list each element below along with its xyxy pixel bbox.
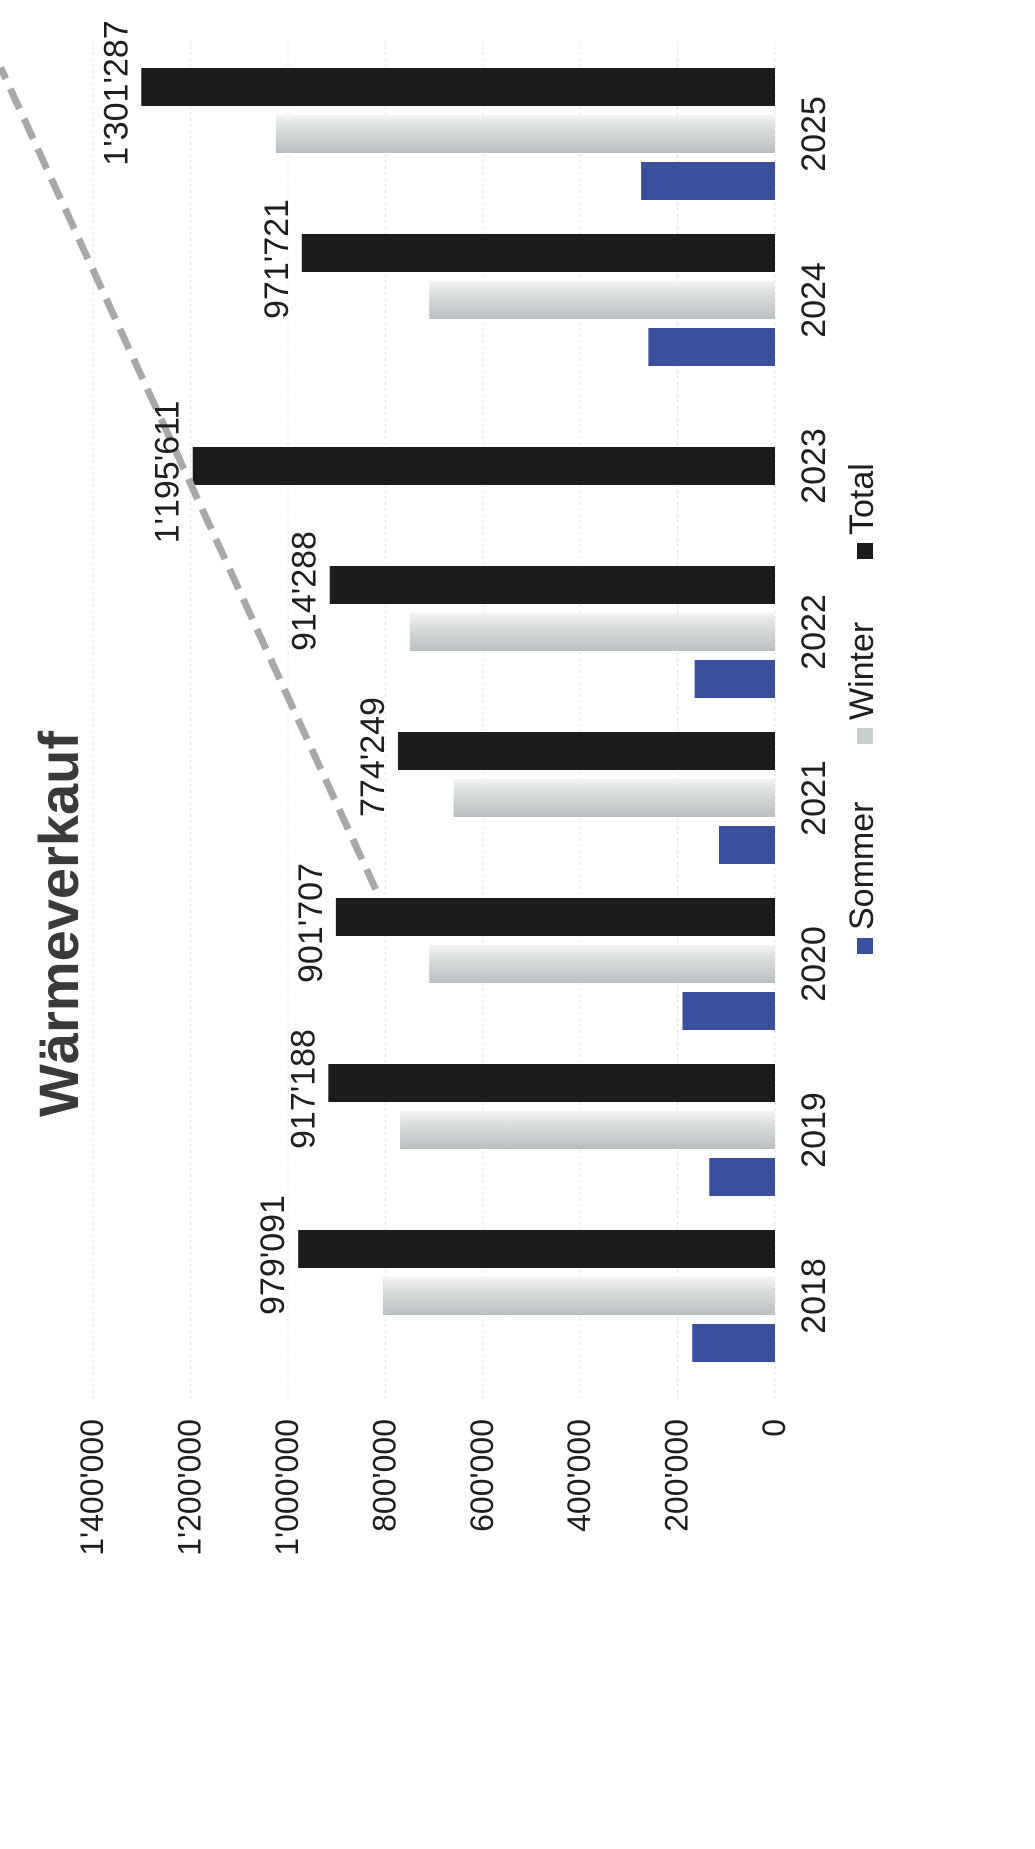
x-axis-ticks: 2018 2019 2020 2021 2022 2023 2024 2025 [795, 96, 833, 1334]
y-tick-label: 0 [756, 1419, 792, 1437]
x-tick-label: 2025 [795, 96, 833, 172]
bar-winter [382, 1277, 775, 1315]
x-tick-label: 2019 [795, 1092, 833, 1168]
x-tick-label: 2020 [795, 926, 833, 1002]
data-label: 914'288 [286, 531, 324, 651]
x-tick-label: 2021 [795, 760, 833, 836]
legend-label-winter: Winter [843, 622, 881, 720]
trendline [0, 66, 379, 891]
bar-total [397, 732, 775, 770]
data-label: 979'091 [254, 1195, 292, 1315]
legend: Sommer Winter Total [843, 463, 881, 954]
bar-sommer [692, 1324, 776, 1362]
bar-winter [429, 945, 775, 983]
bar-total [335, 898, 775, 936]
data-label: 774'249 [354, 697, 392, 817]
y-tick-label: 200'000 [659, 1419, 695, 1532]
y-tick-label: 1'000'000 [269, 1419, 305, 1556]
bar-sommer [648, 328, 776, 366]
x-tick-label: 2023 [795, 428, 833, 504]
bar-winter [275, 115, 775, 153]
bar-sommer [641, 162, 776, 200]
legend-swatch-winter [857, 728, 873, 744]
data-label: 901'707 [292, 863, 330, 983]
y-axis-ticks: 0 200'000 400'000 600'000 800'000 1'000'000 1'… [74, 1419, 792, 1556]
bar-winter [409, 613, 775, 651]
bar-sommer [718, 826, 775, 864]
bar-sommer [709, 1158, 776, 1196]
bars [141, 68, 776, 1362]
bar-total [301, 234, 775, 272]
chart-title: Wärmeverkauf [27, 731, 90, 1117]
x-tick-label: 2022 [795, 594, 833, 670]
y-tick-label: 1'200'000 [172, 1419, 208, 1556]
bar-total [328, 1064, 775, 1102]
y-tick-label: 800'000 [366, 1419, 402, 1532]
bar-total [329, 566, 775, 604]
bar-total [141, 68, 775, 106]
legend-label-sommer: Sommer [843, 802, 881, 930]
x-tick-label: 2024 [795, 262, 833, 338]
bar-sommer [682, 992, 775, 1030]
legend-swatch-sommer [857, 938, 873, 954]
gridlines [92, 41, 776, 1399]
legend-swatch-total [857, 543, 873, 559]
x-tick-label: 2018 [795, 1258, 833, 1334]
bar-winter [400, 1111, 775, 1149]
bar-total [298, 1230, 775, 1268]
data-label: 1'195'611 [149, 401, 187, 544]
y-tick-label: 1'400'000 [74, 1419, 110, 1556]
y-tick-label: 400'000 [561, 1419, 597, 1532]
trendline-path [0, 66, 379, 891]
data-label: 917'188 [284, 1029, 322, 1149]
bar-sommer [694, 660, 776, 698]
plot-area: 0 200'000 400'000 600'000 800'000 1'000'000 1'… [0, 20, 881, 1556]
bar-total [192, 447, 776, 485]
data-labels: 979'091 917'188 901'707 774'249 914'288 1'195… [97, 20, 392, 1315]
bar-winter [453, 779, 775, 817]
data-label: 1'301'287 [97, 20, 135, 165]
bar-winter [429, 281, 775, 319]
y-tick-label: 600'000 [464, 1419, 500, 1532]
data-label: 971'721 [258, 199, 296, 319]
legend-label-total: Total [843, 463, 881, 535]
